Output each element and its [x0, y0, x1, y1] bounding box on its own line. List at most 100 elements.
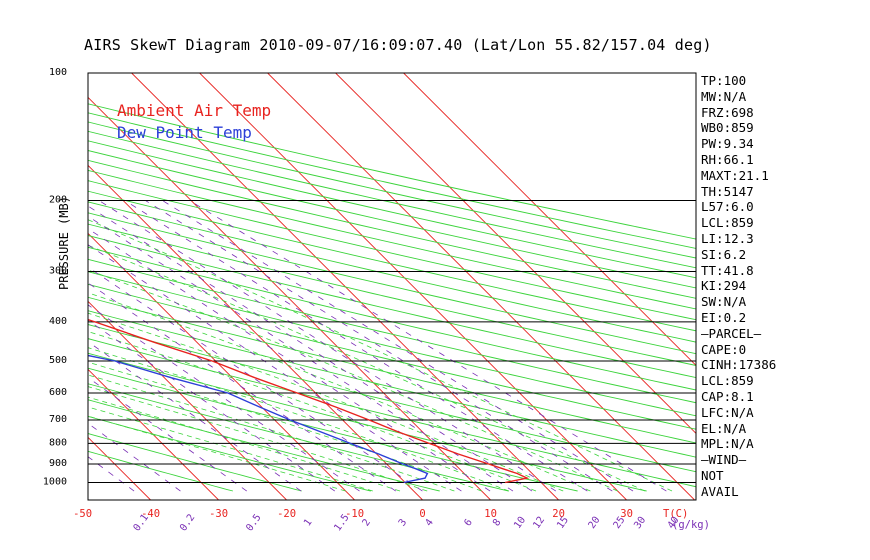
isotherm-line — [88, 300, 287, 500]
index-item: WB0:859 — [701, 120, 754, 136]
isotherm-line — [0, 73, 15, 500]
dry-adiabat-line — [88, 324, 696, 473]
index-item: PW:9.34 — [701, 136, 754, 152]
pressure-tick-label: 100 — [49, 67, 67, 78]
bottom-temp-tick-label: 0 — [419, 508, 425, 520]
index-item: CAP:8.1 — [701, 388, 754, 404]
pressure-tick-label: 700 — [49, 414, 67, 425]
mixing-ratio-line — [145, 200, 613, 492]
index-item: EI:0.2 — [701, 309, 747, 325]
index-item: KI:294 — [701, 278, 747, 294]
bottom-temp-tick-label: 20 — [552, 508, 565, 520]
index-item: –WIND– — [701, 452, 747, 468]
isotherm-line — [267, 73, 695, 500]
index-item: LCL:859 — [701, 215, 754, 231]
dry-adiabat-line — [88, 121, 696, 259]
index-item: TH:5147 — [701, 183, 754, 199]
chart-legend: Ambient Air Temp Dew Point Temp — [117, 100, 271, 144]
index-item: SW:N/A — [701, 294, 747, 310]
pressure-tick-label: 1000 — [43, 477, 67, 488]
isotherm-line — [403, 73, 696, 367]
bottom-temp-tick-label: -20 — [277, 508, 296, 520]
index-item: L57:6.0 — [701, 199, 754, 215]
pressure-tick-label: 900 — [49, 458, 67, 469]
dry-adiabat-line — [88, 201, 696, 343]
dry-adiabat-line — [88, 383, 509, 492]
index-item: CAPE:0 — [701, 341, 747, 357]
mixing-ratio-tick-label: 3 — [397, 517, 409, 528]
dry-adiabat-line — [88, 212, 696, 355]
index-item: LI:12.3 — [701, 230, 754, 246]
mixing-ratio-tick-label: 8 — [491, 517, 503, 528]
mixing-ratio-line — [162, 200, 634, 492]
dry-adiabat-line — [88, 433, 302, 492]
index-item: MPL:N/A — [701, 436, 754, 452]
mixing-ratio-tick-label: 2 — [361, 517, 373, 528]
mixing-ratio-tick-label: 12 — [531, 515, 547, 531]
moist-adiabat-line — [88, 331, 537, 492]
isotherm-line — [88, 96, 491, 500]
bottom-temp-tick-label: 10 — [484, 508, 497, 520]
dry-adiabat-line — [88, 112, 696, 249]
mixing-ratio-tick-label: 4 — [423, 517, 435, 528]
mixing-ratio-line — [88, 215, 514, 492]
dry-adiabat-line — [88, 169, 696, 310]
moist-adiabat-line — [88, 386, 428, 492]
dry-adiabat-line — [88, 338, 696, 488]
index-item: CINH:17386 — [701, 357, 777, 373]
pressure-tick-label: 400 — [49, 316, 67, 327]
moist-adiabat-line — [88, 312, 564, 492]
index-item: AVAIL — [701, 483, 739, 499]
dry-adiabat-line — [88, 140, 696, 279]
moist-adiabat-line — [88, 219, 673, 492]
dewpoint-profile — [88, 354, 429, 484]
mixing-ratio-tick-label: 1 — [302, 517, 314, 528]
dry-adiabat-line — [88, 271, 696, 417]
dry-adiabat-line — [88, 367, 578, 492]
index-item: SI:6.2 — [701, 246, 747, 262]
dry-adiabat-line — [88, 150, 696, 289]
legend-entry-dew-point-temp: Dew Point Temp — [117, 123, 252, 142]
index-item: MW:N/A — [701, 88, 747, 104]
x-axis-label: T(C) — [663, 508, 688, 520]
mixing-ratio-tick-label: 20 — [587, 515, 603, 531]
isotherm-line — [199, 73, 627, 500]
bottom-temp-tick-label: -10 — [345, 508, 364, 520]
index-item: LCL:859 — [701, 373, 754, 389]
isotherm-line — [88, 164, 423, 500]
chart-title: AIRS SkewT Diagram 2010-09-07/16:09:07.4… — [84, 36, 712, 54]
mixing-ratio-line — [88, 377, 247, 492]
dry-adiabat-line — [88, 180, 696, 321]
index-item: TT:41.8 — [701, 262, 754, 278]
pressure-tick-label: 500 — [49, 355, 67, 366]
dry-adiabat-line — [88, 246, 696, 391]
index-item: –PARCEL– — [701, 325, 762, 341]
dry-adiabat-line — [88, 450, 234, 492]
dry-adiabat-line — [88, 190, 696, 332]
dry-adiabat-line — [88, 415, 371, 492]
mixing-ratio-tick-label: 30 — [632, 515, 648, 531]
mixing-ratio-unit-label: (g/kg) — [672, 519, 710, 531]
bottom-temp-tick-label: -30 — [209, 508, 228, 520]
mixing-ratio-line — [88, 266, 423, 492]
dry-adiabat-line — [88, 130, 696, 269]
dry-adiabat-line — [88, 283, 696, 430]
index-item: NOT — [701, 467, 724, 483]
index-item: FRZ:698 — [701, 104, 754, 120]
dry-adiabat-line — [88, 159, 696, 299]
legend-entry-ambient-air-temp: Ambient Air Temp — [117, 101, 272, 120]
dry-adiabat-line — [88, 399, 440, 492]
pressure-tick-label: 300 — [49, 266, 67, 277]
index-item: TP:100 — [701, 73, 747, 88]
isotherm-line — [88, 368, 219, 500]
moist-adiabat-line — [88, 292, 591, 492]
mixing-ratio-line — [88, 341, 302, 492]
index-item: LFC:N/A — [701, 404, 754, 420]
dry-adiabat-line — [88, 310, 696, 458]
pressure-tick-label: 200 — [49, 194, 67, 205]
index-item: MAXT:21.1 — [701, 167, 769, 183]
bottom-temp-tick-label: -40 — [141, 508, 160, 520]
mixing-ratio-tick-label: 0.5 — [244, 512, 263, 533]
y-axis-label: PRESSURE (MB) — [57, 196, 71, 290]
pressure-tick-label: 800 — [49, 437, 67, 448]
